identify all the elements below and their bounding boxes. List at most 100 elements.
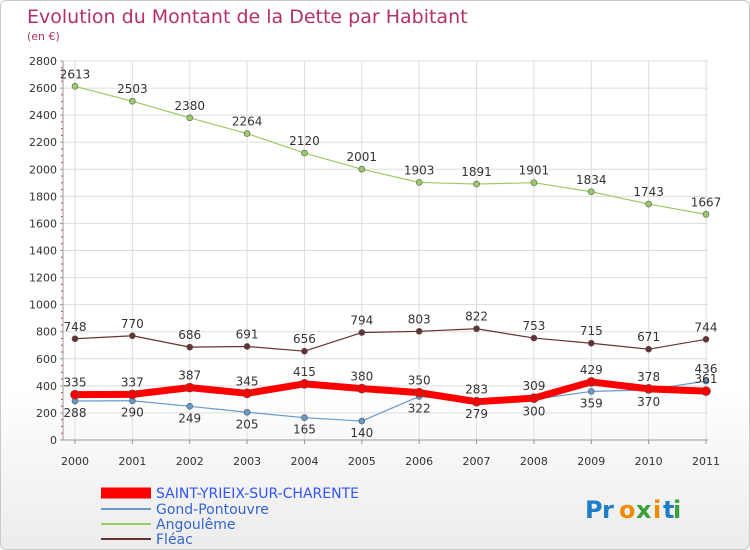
- y-tick-label: 2200: [29, 136, 57, 149]
- data-point: [645, 345, 652, 353]
- data-point: [702, 335, 710, 343]
- data-point: [129, 97, 136, 105]
- x-tick-label: 2007: [463, 455, 491, 468]
- data-label: 429: [580, 363, 603, 377]
- data-point: [529, 393, 539, 403]
- data-label: 715: [580, 324, 603, 338]
- legend-label: Angoulême: [156, 517, 236, 533]
- data-label: 1667: [691, 195, 722, 209]
- y-tick-label: 800: [36, 326, 57, 339]
- data-point: [358, 329, 366, 336]
- data-point: [301, 347, 308, 355]
- data-point: [129, 332, 136, 340]
- data-label: 822: [465, 310, 488, 324]
- y-tick-label: 1600: [29, 217, 57, 230]
- data-label: 2613: [60, 67, 91, 81]
- data-label: 1834: [576, 173, 607, 187]
- data-point: [643, 384, 654, 394]
- data-label: 1743: [633, 185, 664, 199]
- data-point: [701, 386, 711, 396]
- data-point: [70, 389, 80, 400]
- data-label: 378: [637, 370, 660, 384]
- x-tick-label: 2011: [692, 455, 720, 468]
- data-label: 361: [695, 372, 718, 386]
- x-tick-label: 2000: [61, 455, 89, 468]
- x-tick-label: 2005: [348, 455, 376, 468]
- data-label: 345: [236, 374, 259, 388]
- data-label: 290: [121, 406, 144, 420]
- chart-subtitle: (en €): [27, 30, 60, 43]
- data-point: [414, 387, 424, 398]
- y-tick-label: 0: [50, 434, 57, 447]
- data-label: 165: [293, 423, 316, 437]
- data-label: 1903: [404, 163, 435, 177]
- data-point: [243, 130, 251, 137]
- data-label: 335: [64, 376, 87, 390]
- data-point: [127, 389, 138, 400]
- data-point: [186, 343, 194, 351]
- data-point: [358, 165, 366, 173]
- data-label: 2001: [347, 150, 378, 164]
- data-label: 309: [522, 379, 545, 393]
- data-point: [243, 343, 251, 350]
- data-label: 803: [408, 312, 431, 326]
- logo-letter: r: [602, 496, 614, 524]
- data-label: 744: [695, 320, 718, 334]
- data-label: 1891: [461, 165, 492, 179]
- data-point: [702, 211, 710, 218]
- data-label: 2503: [117, 82, 148, 96]
- x-tick-label: 2003: [233, 455, 261, 468]
- series-line: [71, 378, 710, 406]
- data-label: 205: [236, 417, 259, 431]
- data-label: 671: [637, 330, 660, 344]
- data-point: [243, 408, 251, 416]
- data-label: 770: [121, 317, 144, 331]
- data-label: 140: [350, 426, 373, 440]
- data-point: [587, 339, 595, 347]
- data-label: 436: [695, 362, 718, 376]
- data-point: [184, 382, 195, 393]
- series-line: [74, 328, 707, 352]
- data-label: 283: [465, 383, 488, 397]
- data-label: 387: [178, 369, 201, 383]
- data-point: [186, 402, 194, 410]
- x-tick-label: 2002: [176, 455, 204, 468]
- data-label: 691: [236, 327, 259, 341]
- y-tick-label: 2600: [29, 82, 57, 95]
- data-label: 794: [350, 314, 373, 328]
- data-point: [301, 414, 308, 421]
- y-tick-label: 1800: [29, 190, 57, 203]
- data-point: [530, 334, 538, 342]
- data-point: [530, 179, 538, 186]
- logo-letter: o: [619, 496, 636, 524]
- legend-label: SAINT-YRIEIX-SUR-CHARENTE: [156, 486, 359, 502]
- y-tick-label: 400: [36, 380, 57, 393]
- data-point: [587, 188, 595, 196]
- data-point: [702, 377, 710, 385]
- x-tick-label: 2004: [290, 455, 318, 468]
- legend-label: Gond-Pontouvre: [156, 502, 269, 518]
- data-point: [415, 328, 423, 335]
- data-label: 288: [64, 406, 87, 420]
- data-label: 279: [465, 407, 488, 421]
- logo-letter: P: [585, 496, 603, 524]
- logo-letter: x: [636, 496, 652, 524]
- data-point: [471, 396, 482, 407]
- data-label: 249: [178, 411, 201, 425]
- data-point: [415, 179, 423, 186]
- x-tick-label: 2006: [405, 455, 433, 468]
- data-point: [301, 149, 308, 157]
- y-tick-label: 1000: [29, 299, 57, 312]
- data-point: [71, 83, 79, 90]
- y-tick-label: 200: [36, 407, 57, 420]
- data-label: 2120: [289, 134, 320, 148]
- data-label: 748: [64, 320, 87, 334]
- data-point: [299, 379, 310, 389]
- data-label: 359: [580, 396, 603, 410]
- data-point: [242, 388, 252, 399]
- data-point: [645, 200, 652, 208]
- data-label: 322: [408, 401, 431, 415]
- chart-title: Evolution du Montant de la Dette par Hab…: [27, 6, 468, 28]
